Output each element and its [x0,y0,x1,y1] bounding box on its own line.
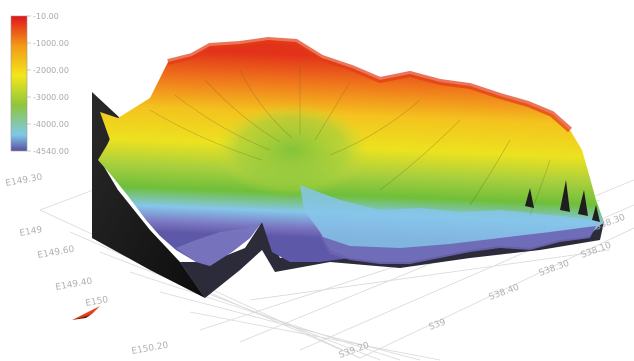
terrain-surface [92,36,604,298]
latitude-tick-label: S38.10 [580,241,613,261]
grid-line [159,291,421,361]
colorbar-tick-label: -2000.00 [33,66,69,75]
terrain-ridge [167,36,572,133]
colorbar-tick-label: -1000.00 [33,39,69,48]
terrain-left-side [92,92,205,298]
colorbar-bar [10,15,28,152]
grid-line [359,227,634,359]
longitude-tick-label: E149 [19,225,44,239]
longitude-tick-label: E149.30 [5,173,44,189]
colorbar-tick-label: -10.00 [33,12,59,21]
terrain-left-floor [176,222,262,266]
longitude-tick-label: E149.40 [55,277,94,293]
terrain-abyssal-floor [320,226,596,264]
latitude-tick-label: S38.30 [538,259,571,279]
colorbar-tick-label: -4000.00 [33,120,69,129]
grid-line [249,249,611,301]
grid-line [99,251,381,361]
colorbar-ticks: -10.00 -1000.00 -2000.00 -3000.00 -4000.00 -4… [27,12,69,156]
terrain-channels [149,65,551,216]
grid-line [129,271,401,361]
terrain-spikes [525,180,600,222]
colorbar-tick-label: -3000.00 [33,93,69,102]
latitude-tick-label: S38.40 [488,283,521,303]
grid-line [69,231,361,359]
colorbar-tick-label: -4540.00 [33,147,69,156]
longitude-tick-label: E150.20 [131,341,170,357]
grid-line [189,311,441,361]
longitude-tick-label: E150 [85,295,110,309]
north-arrow-icon [72,306,100,320]
latitude-tick-label: S39 [428,317,448,332]
terrain-central-basin [214,104,370,196]
colorbar: -10.00 -1000.00 -2000.00 -3000.00 -4000.00 -4… [10,12,69,156]
longitude-tick-label: E149.60 [37,245,76,261]
